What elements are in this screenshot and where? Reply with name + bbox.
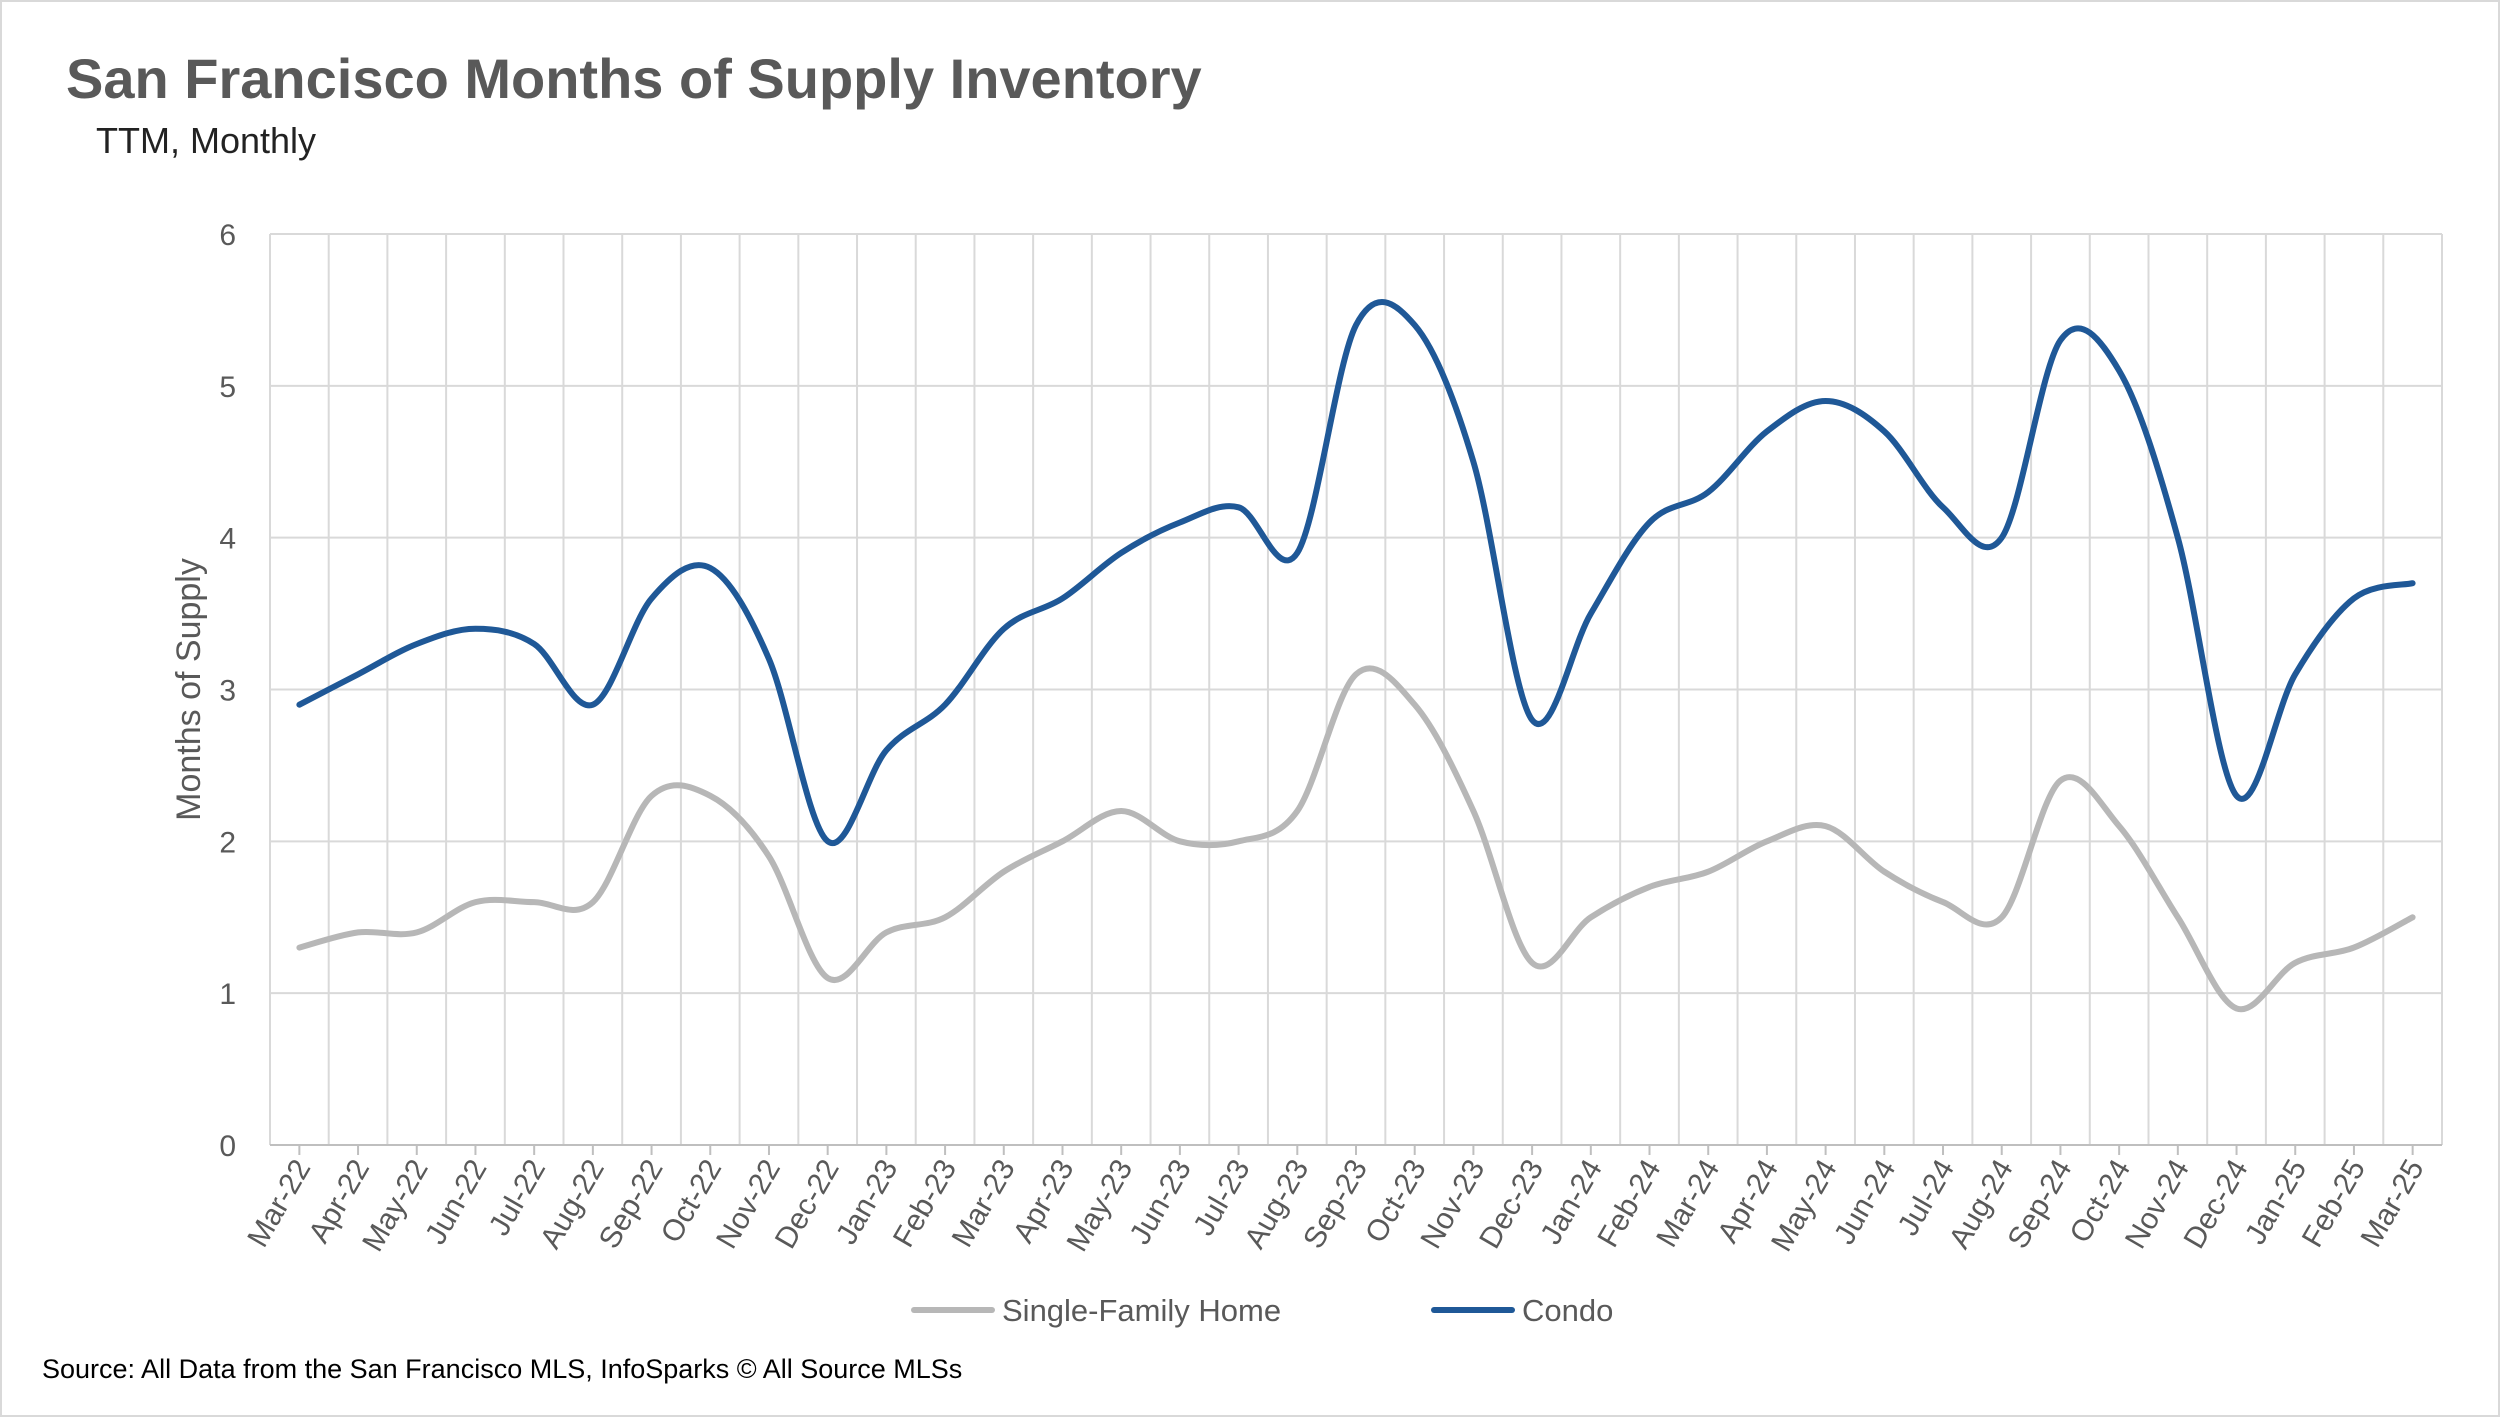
data-point-condo	[2292, 671, 2298, 677]
data-point-single-family-home	[2292, 960, 2298, 966]
y-tick-label: 3	[219, 675, 236, 708]
data-point-condo	[707, 565, 713, 571]
y-tick-label: 1	[219, 978, 236, 1011]
data-point-single-family-home	[1823, 823, 1829, 829]
data-point-single-family-home	[1705, 869, 1711, 875]
data-point-single-family-home	[2116, 823, 2122, 829]
y-tick-label: 4	[219, 523, 236, 556]
data-point-condo	[883, 747, 889, 753]
legend-label-condo: Condo	[1522, 1293, 1613, 1328]
data-point-single-family-home	[531, 899, 537, 905]
data-point-condo	[942, 702, 948, 708]
data-point-single-family-home	[1060, 838, 1066, 844]
data-point-single-family-home	[296, 945, 302, 951]
data-point-condo	[1999, 535, 2005, 541]
data-point-condo	[1001, 626, 1007, 632]
data-point-condo	[590, 702, 596, 708]
data-point-condo	[1353, 322, 1359, 328]
data-point-condo	[2234, 793, 2240, 799]
data-point-condo	[1412, 322, 1418, 328]
data-point-condo	[355, 671, 361, 677]
data-point-single-family-home	[1647, 884, 1653, 890]
data-point-single-family-home	[649, 793, 655, 799]
legend-label-single-family-home: Single-Family Home	[1002, 1293, 1281, 1328]
data-point-condo	[1060, 595, 1066, 601]
chart-subtitle: TTM, Monthly	[96, 120, 317, 161]
data-point-condo	[1705, 489, 1711, 495]
data-point-condo	[1470, 459, 1476, 465]
data-point-single-family-home	[590, 899, 596, 905]
data-point-single-family-home	[2175, 914, 2181, 920]
data-point-single-family-home	[707, 793, 713, 799]
y-tick-label: 6	[219, 219, 236, 252]
data-point-condo	[1823, 398, 1829, 404]
data-point-single-family-home	[942, 914, 948, 920]
data-point-condo	[1881, 428, 1887, 434]
x-tick-label: Mar-22	[241, 1154, 317, 1253]
data-point-single-family-home	[355, 929, 361, 935]
data-point-single-family-home	[414, 929, 420, 935]
series-line-single-family-home	[296, 665, 2416, 1013]
y-tick-label: 0	[219, 1130, 236, 1163]
data-point-single-family-home	[1881, 869, 1887, 875]
data-point-single-family-home	[1588, 914, 1594, 920]
data-point-condo	[1940, 504, 1946, 510]
data-point-single-family-home	[1999, 914, 2005, 920]
y-tick-label: 5	[219, 371, 236, 404]
data-point-condo	[825, 838, 831, 844]
data-point-condo	[1588, 611, 1594, 617]
data-point-single-family-home	[2234, 1005, 2240, 1011]
data-point-condo	[1764, 428, 1770, 434]
data-point-condo	[649, 595, 655, 601]
data-point-single-family-home	[2351, 945, 2357, 951]
data-point-condo	[2116, 368, 2122, 374]
data-point-single-family-home	[1412, 702, 1418, 708]
y-tick-label: 2	[219, 826, 236, 859]
data-point-single-family-home	[2410, 914, 2416, 920]
series-layer	[296, 299, 2416, 1013]
data-point-single-family-home	[1470, 808, 1476, 814]
data-point-single-family-home	[1118, 808, 1124, 814]
data-point-condo	[2175, 535, 2181, 541]
data-point-condo	[2351, 595, 2357, 601]
legend: Single-Family Home Condo	[911, 1293, 1613, 1328]
source-note: Source: All Data from the San Francisco …	[42, 1354, 963, 1384]
data-point-condo	[296, 702, 302, 708]
data-point-single-family-home	[473, 899, 479, 905]
data-point-single-family-home	[2057, 778, 2063, 784]
data-point-single-family-home	[1177, 838, 1183, 844]
data-point-condo	[1294, 550, 1300, 556]
data-point-condo	[531, 641, 537, 647]
data-point-condo	[1236, 504, 1242, 510]
series-line-condo	[296, 299, 2416, 847]
data-point-single-family-home	[1236, 838, 1242, 844]
y-axis-title: Months of Supply	[170, 558, 208, 821]
chart-title: San Francisco Months of Supply Inventory	[66, 47, 1202, 110]
data-point-single-family-home	[1294, 808, 1300, 814]
data-point-condo	[1529, 717, 1535, 723]
data-point-condo	[1177, 520, 1183, 526]
axis-layer: 0123456Mar-22Apr-22May-22Jun-22Jul-22Aug…	[170, 219, 2442, 1257]
data-point-single-family-home	[1940, 899, 1946, 905]
data-point-condo	[414, 641, 420, 647]
data-point-condo	[1118, 550, 1124, 556]
grid-layer	[269, 233, 2443, 1146]
data-point-condo	[2410, 580, 2416, 586]
data-point-single-family-home	[1529, 960, 1535, 966]
data-point-single-family-home	[1001, 869, 1007, 875]
data-point-single-family-home	[883, 929, 889, 935]
data-point-condo	[2057, 337, 2063, 343]
data-point-single-family-home	[1764, 838, 1770, 844]
data-point-single-family-home	[825, 975, 831, 981]
data-point-condo	[1647, 520, 1653, 526]
data-point-single-family-home	[766, 854, 772, 860]
data-point-condo	[473, 626, 479, 632]
data-point-condo	[766, 656, 772, 662]
data-point-single-family-home	[1353, 671, 1359, 677]
